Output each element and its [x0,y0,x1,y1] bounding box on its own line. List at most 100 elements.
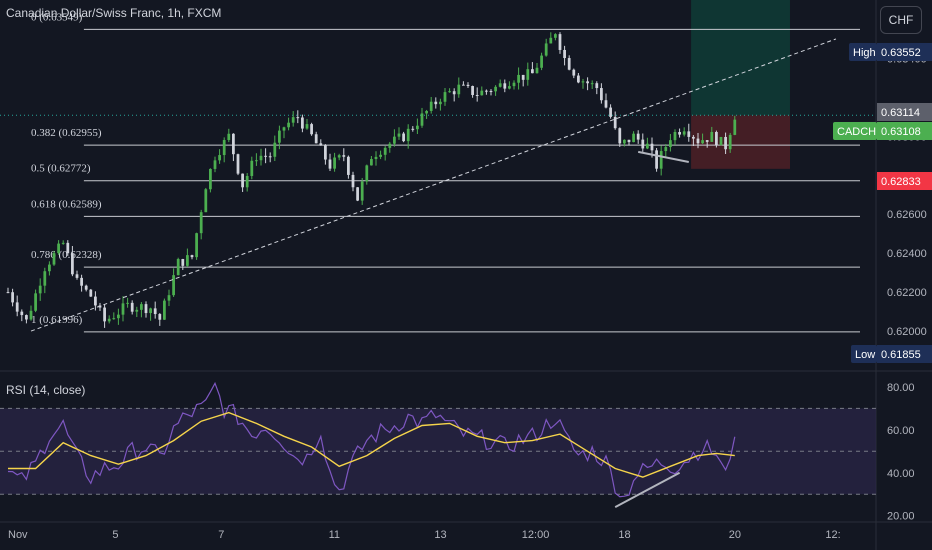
candle-body [701,140,704,144]
candle-body [89,289,93,297]
rsi-tick-label: 60.00 [887,425,915,437]
candle-body [439,101,442,105]
candle-body [429,101,433,111]
candle-body [411,128,415,130]
profit-zone [691,0,790,116]
candle-body [103,307,106,322]
candle-body [75,274,79,278]
candle-body [489,90,493,92]
candle-body [314,134,318,144]
low-tag-label: Low [855,349,875,361]
candle-body [586,81,589,84]
candle-body [609,107,612,117]
candle-body [153,308,157,315]
candle-body [282,127,286,131]
candle-body [402,133,405,142]
time-axis: Nov 5 7 11 13 12:00 18 20 12: [8,529,841,541]
candle-body [236,154,240,174]
candle-body [305,124,309,129]
time-tick-label: 12:00 [522,529,550,541]
candle-body [48,264,51,272]
candle-body [84,285,88,290]
candle-body [6,292,10,294]
candle-body [397,133,401,137]
price-tick-label: 0.62600 [887,209,927,221]
candle-body [393,136,396,144]
stop-tag-value: 0.62833 [881,176,921,188]
candle-body [121,303,125,315]
candle-body [613,116,617,129]
fib-label: 0.5 (0.62772) [31,163,91,175]
candle-body [204,189,208,213]
candle-body [466,84,470,87]
candle-body [646,143,649,149]
candle-body [255,160,258,162]
candle-body [563,49,566,59]
candle-body [618,128,622,144]
rsi-ma-line [8,411,735,478]
candle-body [66,242,70,254]
candle-body [434,101,438,105]
candle-body [167,295,171,301]
high-tag-value-bg [877,43,932,61]
candle-body [126,302,129,304]
candle-body [475,95,479,97]
candle-body [319,143,323,146]
candle-body [558,34,562,50]
candle-body [149,308,152,314]
candle-body [452,91,456,95]
candle-body [673,132,677,141]
candle-body [420,113,424,126]
candle-body [195,233,198,258]
candle-body [181,259,185,266]
candle-body [572,69,576,76]
candle-body [80,277,83,286]
candle-body [544,43,548,56]
stop-tag-value-bg [877,172,932,190]
candle-body [245,175,249,188]
candle-body [34,293,37,311]
candle-body [443,92,447,102]
high-tag-value: 0.63552 [881,47,921,59]
low-tag-value: 0.61855 [881,349,921,361]
candle-body [52,253,56,265]
candle-body [337,155,341,158]
candle-body [595,83,599,89]
time-tick-label: Nov [8,529,28,541]
candle-body [549,37,553,44]
candle-body [71,253,74,275]
candle-body [310,124,313,135]
chart-title: Canadian Dollar/Swiss Franc, 1h, FXCM [6,6,222,20]
candle-body [172,275,175,296]
candle-body [227,133,231,141]
time-tick-label: 20 [729,529,741,541]
rsi-line [7,381,736,498]
rsi-tick-label: 80.00 [887,382,915,394]
candle-body [163,300,166,320]
candle-body [25,315,28,320]
position-zones [0,0,876,169]
currency-button[interactable]: CHF [880,6,922,34]
candle-body [176,259,180,276]
candle-body [508,86,511,89]
candle-body [374,156,378,160]
candle-body [632,133,635,143]
candle-body [498,83,502,87]
candle-body [636,133,640,140]
candle-body [724,136,727,150]
candle-body [503,83,507,89]
candle-body [512,82,516,87]
candle-body [144,304,148,314]
candles [6,32,737,328]
price-tick-label: 0.62200 [887,287,927,299]
time-tick-label: 12: [825,529,840,541]
candle-body [43,271,47,286]
candle-body [383,147,387,155]
candle-body [710,132,714,142]
candle-body [190,255,194,258]
candle-body [600,88,603,101]
candle-body [719,136,723,146]
loss-zone [691,115,790,169]
candle-body [462,84,465,86]
